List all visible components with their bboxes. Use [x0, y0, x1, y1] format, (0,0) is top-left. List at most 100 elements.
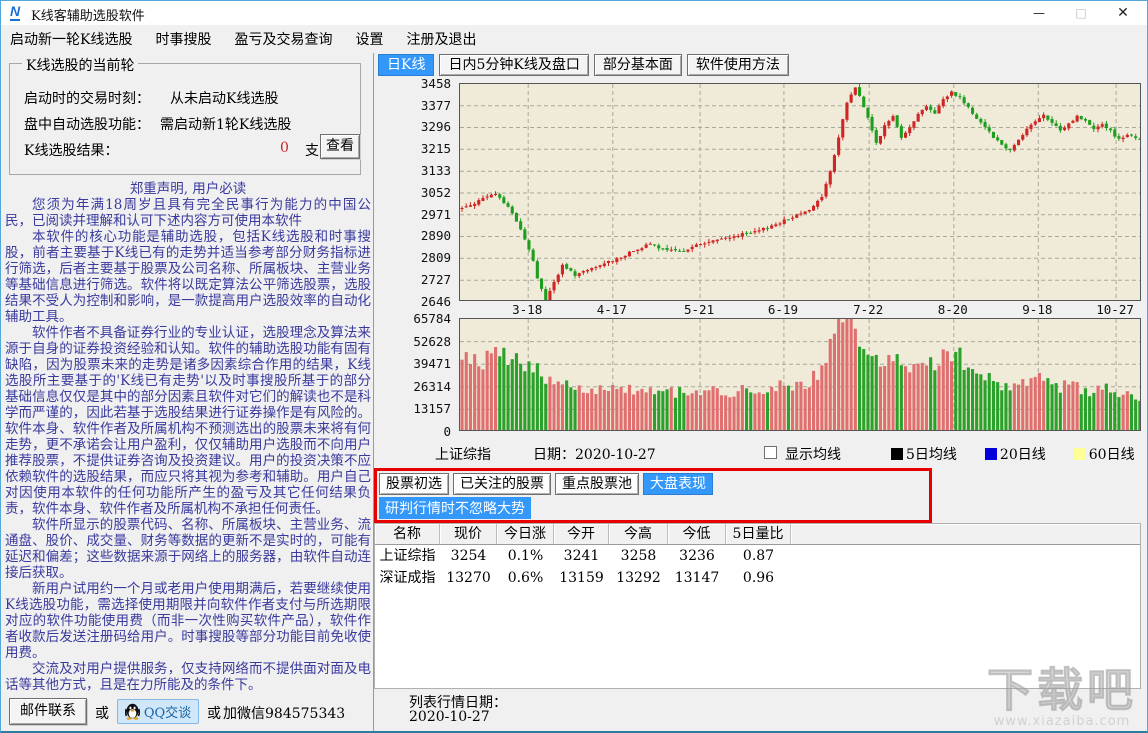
- contact-bar: 邮件联系 或 QQ交谈 或 加微信984575343: [1, 696, 373, 730]
- price-tick-label: 2890: [420, 228, 451, 244]
- price-tick-label: 2646: [420, 294, 451, 309]
- table-cell: 13147: [674, 570, 720, 586]
- header-cell[interactable]: 今日涨: [497, 524, 554, 544]
- title-bar: N K线客辅助选股软件 — □ ✕: [1, 1, 1147, 25]
- table-cell: 深证成指: [379, 570, 436, 586]
- chart-date-label: 日期：: [533, 447, 575, 463]
- price-tick-label: 3052: [420, 185, 451, 200]
- close-button[interactable]: ✕: [1117, 5, 1129, 21]
- header-cell[interactable]: 今开: [554, 524, 609, 544]
- qq-button-label: QQ交谈: [143, 706, 192, 721]
- legend-swatch: [1073, 448, 1086, 460]
- pool-button-key-stock-pool[interactable]: 重点股票池: [555, 473, 639, 495]
- menu-item-register-exit[interactable]: 注册及退出: [406, 32, 477, 48]
- x-axis-labels: 3-18 4-17 5-21 6-19 7-22 8-20 9-18 10-27: [459, 302, 1143, 317]
- pool-button-row: 股票初选 已关注的股票 重点股票池 大盘表现: [379, 473, 713, 495]
- table-cell: 13270: [446, 570, 491, 586]
- chart-info-bar: 上证综指 日期：2020-10-27 显示均线 5日均线 20日线 60日线: [373, 441, 1147, 465]
- volume-chart: [459, 318, 1141, 431]
- result-unit: 支: [305, 143, 319, 159]
- disclaimer: 郑重声明, 用户必读 您须为年满18周岁且具有完全民事行为能力的中国公民，已阅读…: [5, 181, 371, 696]
- x-tick-label: 8-20: [937, 302, 968, 317]
- x-tick-label: 7-22: [853, 302, 884, 317]
- view-button[interactable]: 查看: [320, 134, 360, 159]
- table-row[interactable]: 上证综指 3254 0.1% 3241 3258 3236 0.87: [375, 545, 1140, 567]
- qq-penguin-icon: [124, 703, 140, 720]
- x-tick-label: 4-17: [596, 302, 627, 317]
- current-round-groupbox: K线选股的当前轮 启动时的交易时刻： 从未启动K线选股 盘中自动选股功能： 需启…: [9, 55, 361, 175]
- legend-label: 5日均线: [906, 447, 957, 463]
- legend-swatch: [891, 448, 903, 460]
- price-tick-label: 3133: [420, 163, 451, 179]
- price-tick-label: 3377: [420, 97, 451, 113]
- volume-tick-label: 26314: [413, 378, 451, 394]
- disclaimer-paragraph: 您须为年满18周岁且具有完全民事行为能力的中国公民，已阅读并理解和认可下述内容方…: [5, 197, 371, 229]
- header-cell-filler: [791, 524, 1140, 544]
- volume-axis-labels: 65784 52628 39471 26314 13157 0: [397, 311, 455, 439]
- price-tick-label: 3215: [420, 141, 451, 157]
- groupbox-legend: K线选股的当前轮: [22, 55, 139, 75]
- table-cell: 13292: [616, 570, 661, 586]
- app-icon: N: [10, 3, 21, 21]
- table-cell: 3241: [563, 548, 600, 564]
- table-cell: 0.87: [742, 548, 775, 564]
- tab-help[interactable]: 软件使用方法: [686, 54, 789, 76]
- x-tick-label: 6-19: [767, 302, 798, 317]
- tab-fundamentals[interactable]: 部分基本面: [593, 54, 682, 76]
- window-title: K线客辅助选股软件: [31, 9, 145, 24]
- x-tick-label: 10-27: [1096, 302, 1134, 317]
- ma-legend: 5日均线 20日线 60日线: [891, 444, 1135, 464]
- menu-bar: 启动新一轮K线选股 时事搜股 盈亏及交易查询 设置 注册及退出: [1, 25, 1147, 53]
- volume-tick-label: 39471: [413, 356, 451, 372]
- legend-item: 5日均线: [891, 444, 957, 464]
- volume-tick-label: 0: [443, 424, 451, 439]
- auto-pick-label: 盘中自动选股功能：: [24, 117, 150, 133]
- result-label: K线选股结果：: [24, 143, 119, 159]
- header-cell[interactable]: 名称: [375, 524, 440, 544]
- pool-button-watched-stocks[interactable]: 已关注的股票: [453, 473, 551, 495]
- table-cell: 0.96: [742, 570, 775, 586]
- show-ma-checkbox[interactable]: [764, 446, 777, 459]
- menu-item-settings[interactable]: 设置: [355, 32, 384, 48]
- price-tick-label: 2971: [420, 206, 451, 222]
- trade-time-label: 启动时的交易时刻：: [24, 91, 150, 107]
- email-button[interactable]: 邮件联系: [9, 698, 87, 725]
- price-tick-label: 2809: [420, 250, 451, 266]
- pool-button-stock-prescreen[interactable]: 股票初选: [379, 473, 449, 495]
- watermark-url: www.xiazaiba.com: [993, 714, 1131, 729]
- chart-date-value: 2020-10-27: [575, 447, 656, 463]
- table-cell: 3236: [679, 548, 715, 564]
- volume-tick-label: 52628: [413, 333, 451, 349]
- header-cell[interactable]: 今高: [609, 524, 668, 544]
- header-cell[interactable]: 今低: [668, 524, 726, 544]
- legend-swatch: [984, 448, 997, 460]
- menu-item-start-new-round[interactable]: 启动新一轮K线选股: [10, 32, 133, 48]
- table-header-row: 名称 现价 今日涨 今开 今高 今低 5日量比: [375, 524, 1140, 545]
- tab-daily-kline[interactable]: 日K线: [378, 54, 435, 76]
- menu-item-news-search[interactable]: 时事搜股: [155, 32, 212, 48]
- tab-intraday-5min[interactable]: 日内5分钟K线及盘口: [439, 54, 589, 76]
- x-tick-label: 9-18: [1022, 302, 1053, 317]
- or-text-1: 或: [95, 706, 109, 722]
- menu-item-pnl-query[interactable]: 盈亏及交易查询: [234, 32, 333, 48]
- tab-bar: 日K线 日内5分钟K线及盘口 部分基本面 软件使用方法: [378, 54, 789, 77]
- table-cell: 0.6%: [507, 570, 544, 586]
- minimize-button[interactable]: —: [1033, 6, 1045, 20]
- disclaimer-paragraph: 软件作者不具备证券行业的专业认证，选股理念及算法来源于自身的证券投资经验和认知。…: [5, 325, 371, 517]
- table-row[interactable]: 深证成指 13270 0.6% 13159 13292 13147 0.96: [375, 567, 1140, 589]
- maximize-button[interactable]: □: [1075, 6, 1087, 20]
- list-date-label: 列表行情日期：: [409, 695, 507, 711]
- header-cell[interactable]: 现价: [440, 524, 497, 544]
- header-cell[interactable]: 5日量比: [726, 524, 791, 544]
- show-ma-label: 显示均线: [785, 447, 841, 463]
- disclaimer-paragraph: 软件所显示的股票代码、名称、所属板块、主营业务、流通盘、股价、成交量、财务等数据…: [5, 517, 371, 581]
- pool-button-market-performance[interactable]: 大盘表现: [643, 473, 713, 495]
- trade-time-value: 从未启动K线选股: [170, 91, 279, 107]
- index-name: 上证综指: [435, 447, 491, 463]
- result-count: 0: [280, 140, 289, 156]
- legend-label: 20日线: [999, 447, 1046, 463]
- x-tick-label: 5-21: [684, 302, 715, 317]
- auto-pick-value: 需启动新1轮K线选股: [160, 117, 292, 133]
- table-cell: 3258: [620, 548, 657, 564]
- qq-button[interactable]: QQ交谈: [117, 699, 199, 724]
